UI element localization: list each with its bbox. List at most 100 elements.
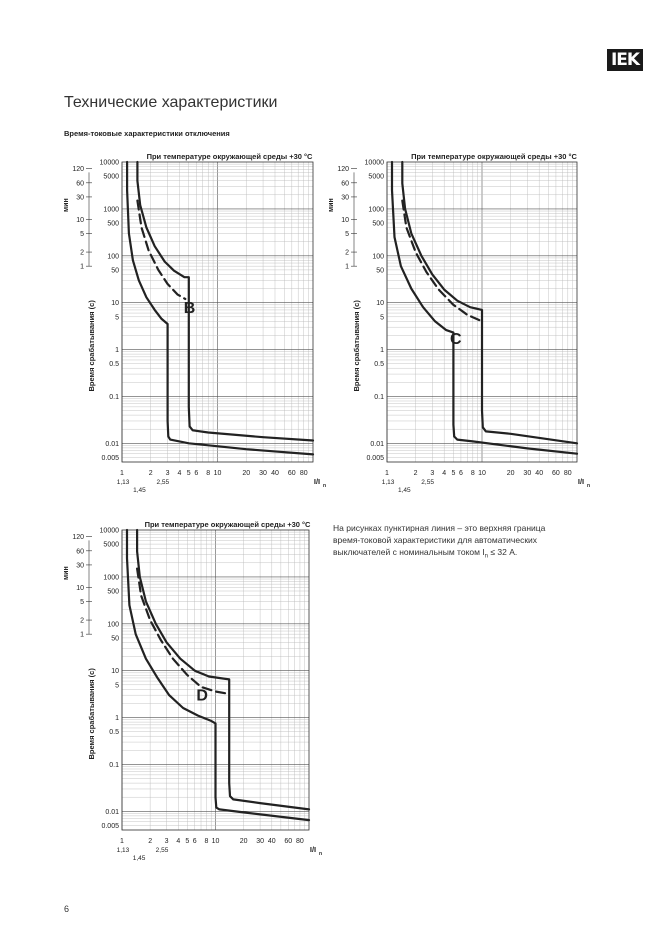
y-tick-label: 50 xyxy=(111,267,119,274)
curve-dashed-upper xyxy=(136,199,187,301)
plot-frame xyxy=(386,161,578,463)
x-tick-label: 2 xyxy=(414,470,418,477)
x-extra-tick-label: 1,13 xyxy=(382,479,395,486)
note-tail: ≤ 32 А. xyxy=(488,547,518,557)
x-tick-label: 60 xyxy=(288,470,296,477)
x-tick-label: 80 xyxy=(564,470,572,477)
y-tick-label: 5000 xyxy=(103,542,119,549)
chart-title: При температуре окружающей среды +30 °C xyxy=(411,152,577,161)
x-axis-label-sub: n xyxy=(323,483,326,489)
x-extra-tick-label: 2,55 xyxy=(156,479,169,486)
x-extra-tick-label: 1,13 xyxy=(117,479,130,486)
x-extra-tick-label: 1,45 xyxy=(133,487,146,494)
y-axis-label: Время срабатывания (с) xyxy=(87,300,96,392)
x-extra-tick-label: 2,55 xyxy=(421,479,434,486)
y-tick-label: 0.1 xyxy=(109,394,119,401)
x-axis-label: I/I xyxy=(578,477,584,486)
page-number: 6 xyxy=(64,904,70,914)
y-tick-label: 1 xyxy=(115,715,119,722)
x-tick-label: 6 xyxy=(193,838,197,845)
x-extra-tick-label: 1,45 xyxy=(133,855,146,862)
x-extra-tick-label: 1,13 xyxy=(117,847,130,854)
x-tick-label: 20 xyxy=(240,838,248,845)
y-tick-label: 10000 xyxy=(100,160,120,167)
curve-solid-0 xyxy=(125,528,311,822)
y-min-label: мин xyxy=(328,198,335,212)
x-tick-label: 8 xyxy=(471,470,475,477)
y-tick-label: 500 xyxy=(372,221,384,228)
y-min-tick-label: 30 xyxy=(341,194,349,201)
y-min-tick-label: 5 xyxy=(80,599,84,606)
y-tick-label: 100 xyxy=(372,253,384,260)
x-tick-label: 40 xyxy=(535,470,543,477)
y-tick-label: 10000 xyxy=(100,528,120,535)
y-tick-label: 1 xyxy=(115,347,119,354)
y-min-tick-label: 60 xyxy=(76,180,84,187)
y-tick-label: 100 xyxy=(107,621,119,628)
x-tick-label: 8 xyxy=(206,470,210,477)
y-tick-label: 0.005 xyxy=(101,823,119,830)
y-tick-label: 5 xyxy=(115,314,119,321)
y-min-tick-label: 30 xyxy=(76,562,84,569)
x-tick-label: 3 xyxy=(165,838,169,845)
section-title: Время-токовые характеристики отключения xyxy=(64,129,230,138)
x-tick-label: 10 xyxy=(478,470,486,477)
x-tick-label: 4 xyxy=(442,470,446,477)
y-tick-label: 500 xyxy=(107,221,119,228)
x-tick-label: 4 xyxy=(176,838,180,845)
y-tick-label: 5 xyxy=(380,314,384,321)
x-tick-label: 5 xyxy=(451,470,455,477)
note-text: На рисунках пунктирная линия – это верхн… xyxy=(333,522,573,563)
x-axis-label-sub: n xyxy=(587,483,590,489)
note-subscript: n xyxy=(484,553,489,560)
y-min-tick-label: 2 xyxy=(80,618,84,625)
y-tick-label: 0.01 xyxy=(105,809,119,816)
y-min-tick-label: 5 xyxy=(80,231,84,238)
y-min-tick-label: 120 xyxy=(72,166,84,173)
y-min-tick-label: 1 xyxy=(80,632,84,639)
x-tick-label: 1 xyxy=(120,470,124,477)
y-axis-label: Время срабатывания (с) xyxy=(87,668,96,760)
chart-title: При температуре окружающей среды +30 °C xyxy=(145,520,311,529)
y-tick-label: 0.01 xyxy=(105,441,119,448)
x-tick-label: 20 xyxy=(507,470,515,477)
y-min-tick-label: 1 xyxy=(80,264,84,271)
x-tick-label: 5 xyxy=(187,470,191,477)
x-tick-label: 40 xyxy=(271,470,279,477)
y-tick-label: 0.5 xyxy=(109,361,119,368)
x-extra-tick-label: 2,55 xyxy=(156,847,169,854)
y-tick-label: 10 xyxy=(111,668,119,675)
curve-solid-0 xyxy=(125,160,315,456)
y-tick-label: 5000 xyxy=(368,174,384,181)
x-tick-label: 6 xyxy=(194,470,198,477)
x-extra-tick-label: 1,45 xyxy=(398,487,411,494)
y-tick-label: 0.5 xyxy=(109,729,119,736)
y-tick-label: 5000 xyxy=(103,174,119,181)
x-tick-label: 6 xyxy=(459,470,463,477)
y-min-label: мин xyxy=(63,566,70,580)
x-tick-label: 2 xyxy=(149,470,153,477)
x-tick-label: 10 xyxy=(212,838,220,845)
y-tick-label: 50 xyxy=(111,635,119,642)
y-min-tick-label: 5 xyxy=(345,231,349,238)
y-tick-label: 500 xyxy=(107,589,119,596)
y-tick-label: 1000 xyxy=(103,206,119,213)
x-tick-label: 8 xyxy=(204,838,208,845)
curve-solid-1 xyxy=(136,528,311,811)
x-tick-label: 1 xyxy=(385,470,389,477)
characteristic-label: B xyxy=(184,300,196,317)
x-tick-label: 30 xyxy=(523,470,531,477)
x-tick-label: 80 xyxy=(296,838,304,845)
curve-solid-0 xyxy=(390,160,579,455)
y-axis-label: Время срабатывания (с) xyxy=(352,300,361,392)
y-tick-label: 10000 xyxy=(365,160,385,167)
x-tick-label: 30 xyxy=(259,470,267,477)
y-min-tick-label: 120 xyxy=(72,534,84,541)
y-tick-label: 0.005 xyxy=(101,455,119,462)
y-min-tick-label: 120 xyxy=(337,166,349,173)
y-tick-label: 0.01 xyxy=(370,441,384,448)
y-min-label: мин xyxy=(63,198,70,212)
x-tick-label: 60 xyxy=(552,470,560,477)
